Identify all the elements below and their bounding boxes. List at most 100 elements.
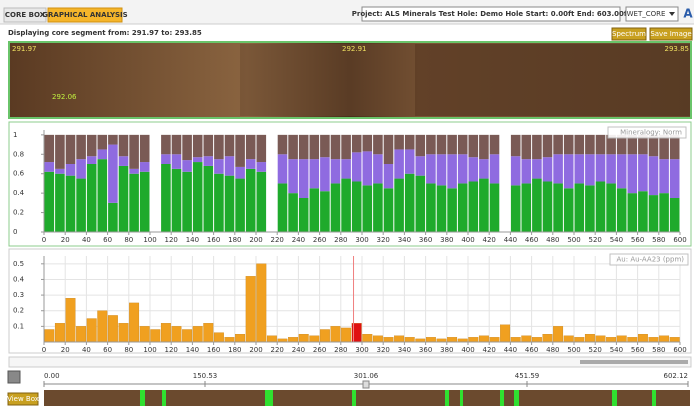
y-tick-label: 0.1 [13, 322, 24, 330]
tab[interactable] [3, 7, 47, 23]
bar-segment [532, 178, 542, 232]
x-tick-label: 240 [292, 236, 305, 244]
x-tick-label: 360 [419, 346, 432, 354]
button[interactable] [649, 27, 693, 41]
bar-segment [298, 134, 309, 160]
bar [266, 335, 277, 343]
x-tick-label: 60 [103, 346, 112, 354]
x-tick-label: 160 [207, 236, 220, 244]
x-tick-label: 20 [61, 346, 70, 354]
bar-segment [298, 159, 309, 198]
x-tick-label: 340 [398, 236, 411, 244]
bar-segment [224, 156, 235, 176]
bar [637, 334, 648, 343]
dropdown-arrow [669, 12, 675, 16]
segment-info: Displaying core segment from: 291.97 to:… [8, 29, 202, 37]
bar-segment [341, 134, 351, 160]
bar-segment [426, 134, 436, 155]
bar-segment [510, 134, 521, 157]
button-label[interactable]: View Box [7, 395, 39, 403]
bar-segment [479, 134, 489, 160]
bar-segment [182, 160, 192, 172]
bar-segment [256, 171, 267, 232]
button-label[interactable]: Save Image [650, 30, 691, 38]
bar-segment [235, 166, 245, 179]
x-tick-label: 500 [567, 346, 580, 354]
bar-segment [542, 181, 553, 232]
x-tick-label: 140 [186, 236, 199, 244]
dropdown-label[interactable]: WET_CORE [627, 10, 666, 18]
bar-segment [65, 164, 76, 176]
bar-segment [585, 185, 595, 232]
x-tick-label: 20 [61, 236, 70, 244]
bar [288, 337, 299, 343]
x-tick-label: 440 [504, 236, 517, 244]
bar [510, 337, 521, 343]
bar [224, 337, 235, 343]
bar [298, 334, 309, 343]
button[interactable] [7, 392, 39, 406]
core-depth: 291.97 [12, 45, 37, 53]
bar-segment [55, 173, 65, 232]
toggle-button[interactable] [7, 370, 21, 384]
x-tick-label: 560 [631, 236, 644, 244]
x-tick-label: 100 [143, 236, 156, 244]
dropdown[interactable] [625, 6, 679, 22]
tab-label[interactable]: CORE BOX [5, 11, 46, 19]
bar-segment [44, 134, 55, 163]
bar [192, 326, 203, 343]
button-label[interactable]: Spectrum [612, 30, 646, 38]
bar [606, 337, 617, 343]
bar-segment [563, 188, 574, 232]
bar-segment [521, 183, 532, 232]
bar-segment [235, 178, 245, 232]
tab-active[interactable] [47, 7, 123, 23]
x-tick-label: 140 [186, 346, 199, 354]
bar-segment [245, 134, 256, 160]
bar [542, 334, 553, 343]
bar-segment [108, 144, 118, 203]
bar [54, 323, 65, 343]
bar-segment [616, 188, 627, 232]
y-tick-label: 0.4 [13, 275, 25, 283]
bar-segment [330, 159, 341, 184]
bar [425, 337, 436, 343]
bar [627, 337, 638, 343]
button[interactable] [611, 27, 647, 41]
scale-label: 451.59 [515, 372, 540, 380]
bar-segment [436, 134, 447, 155]
x-tick-label: 380 [440, 346, 453, 354]
scroll-thumb[interactable] [580, 360, 688, 364]
bar-segment [606, 183, 616, 232]
tab-label[interactable]: GRAPHICAL ANALYSIS [42, 11, 127, 19]
bar-segment [351, 152, 362, 182]
bar-segment [118, 156, 129, 166]
legend-box [607, 126, 687, 139]
bar-segment [373, 154, 383, 184]
x-tick-label: 420 [483, 236, 496, 244]
x-tick-label: 80 [124, 346, 133, 354]
x-tick-label: 540 [610, 236, 623, 244]
x-tick-label: 440 [504, 346, 517, 354]
legend-box [609, 253, 689, 266]
bar [341, 327, 352, 343]
scrollbar[interactable] [8, 356, 692, 368]
bar-segment [468, 134, 479, 158]
bar-segment [171, 168, 182, 232]
x-tick-label: 160 [207, 346, 220, 354]
bar [669, 337, 680, 343]
x-tick-label: 420 [483, 346, 496, 354]
scale-handle[interactable] [362, 380, 370, 389]
bar-segment [118, 165, 129, 232]
bar [160, 323, 171, 343]
bar-segment [627, 134, 638, 155]
y-tick-label: 0.8 [13, 150, 24, 158]
project-info: Project: ALS Minerals Test Hole: Demo Ho… [352, 10, 631, 18]
logo: A [683, 7, 693, 21]
bar-segment [616, 154, 627, 189]
bar-segment [320, 191, 330, 232]
x-tick-label: 320 [377, 346, 390, 354]
bar-segment [86, 134, 97, 157]
bar-segment [108, 202, 118, 232]
bar-segment [44, 162, 55, 172]
